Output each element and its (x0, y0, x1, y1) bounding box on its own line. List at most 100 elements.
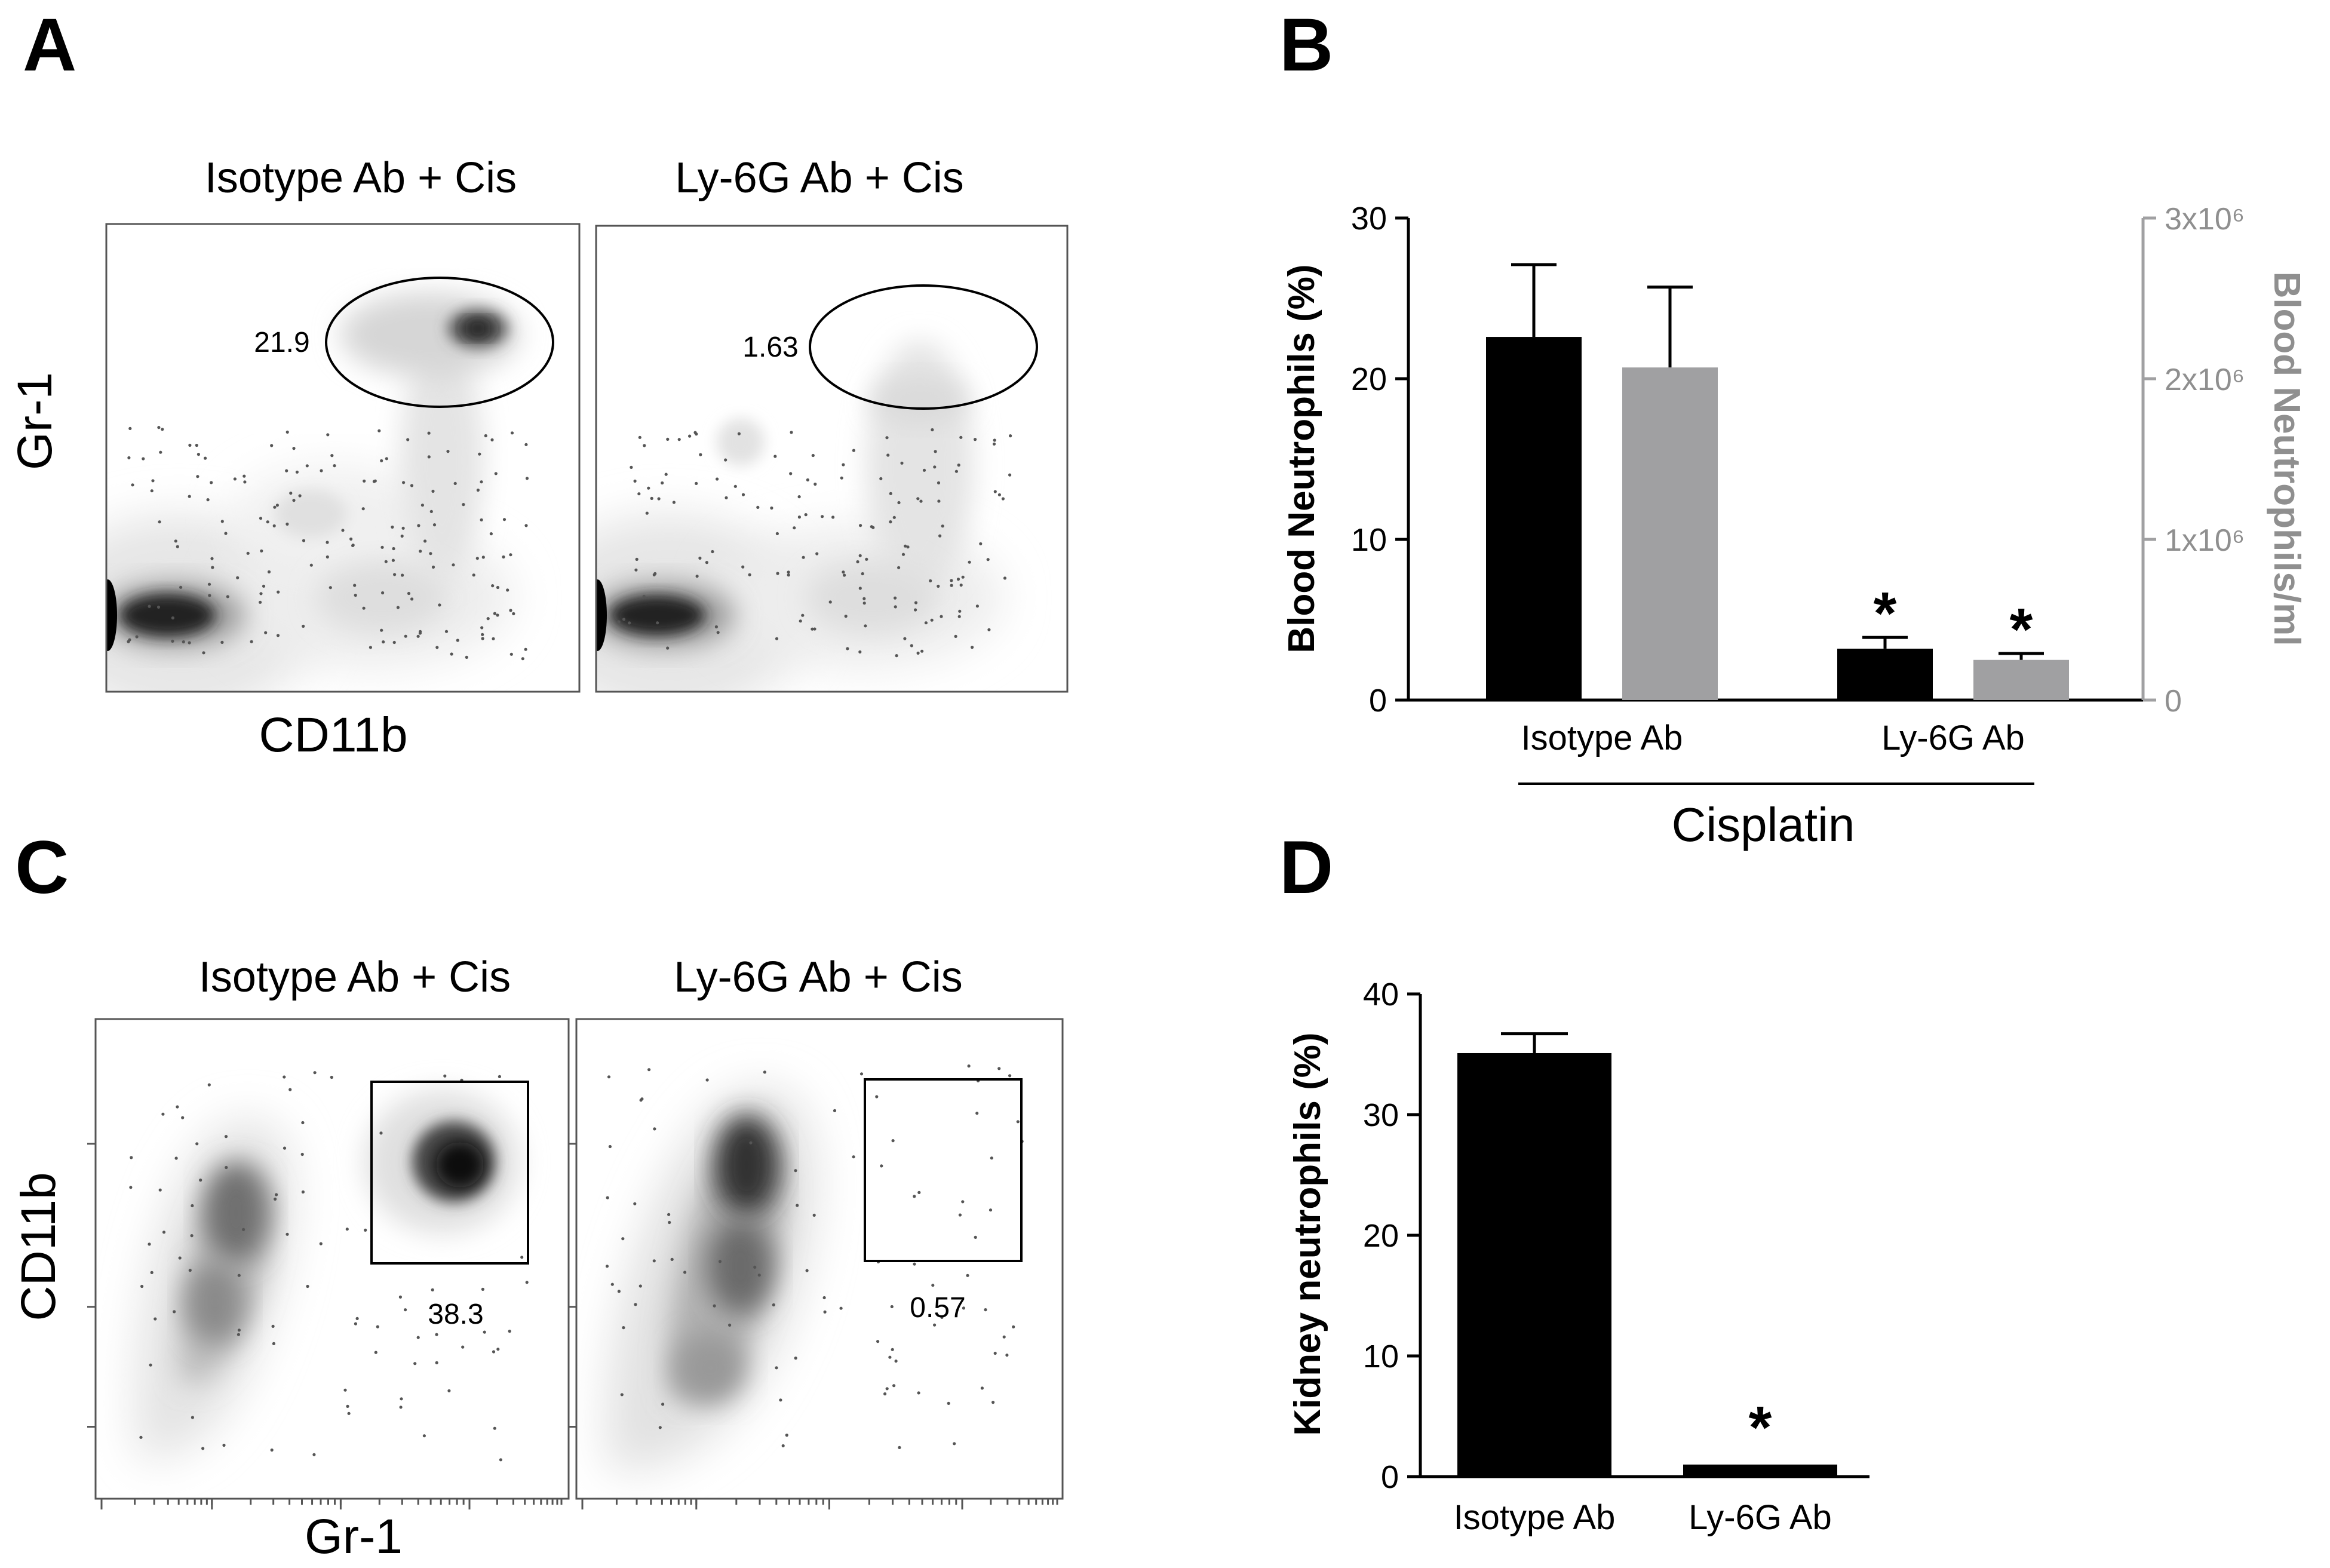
event-dot (326, 541, 329, 544)
event-dot (666, 437, 670, 441)
event-dot (431, 489, 435, 493)
event-dot (683, 1271, 687, 1274)
event-dot (480, 480, 483, 484)
event-dot (292, 499, 296, 502)
event-dot (345, 1228, 349, 1231)
event-dot (1008, 473, 1012, 477)
event-dot (937, 584, 940, 588)
event-dot (971, 646, 974, 649)
event-dot (309, 563, 313, 567)
event-dot (429, 510, 433, 514)
event-dot (670, 1257, 674, 1261)
event-dot (741, 565, 745, 569)
event-dot (343, 1388, 347, 1392)
event-dot (285, 469, 288, 472)
event-dot (968, 560, 971, 564)
event-dot (329, 586, 332, 590)
event-dot (705, 1078, 709, 1082)
event-dot (199, 1179, 202, 1182)
event-dot (148, 1242, 151, 1246)
event-dot (668, 1220, 671, 1225)
event-dot (300, 1152, 304, 1156)
event-dot (799, 619, 802, 623)
event-dot (773, 455, 777, 458)
event-dot (435, 1333, 438, 1336)
event-dot (404, 634, 407, 638)
event-dot (637, 492, 641, 496)
event-dot (396, 606, 400, 609)
event-dot (605, 1265, 609, 1268)
event-dot (647, 486, 650, 490)
event-dot (889, 492, 892, 495)
event-dot (989, 1208, 993, 1212)
event-dot (959, 583, 963, 587)
event-dot (475, 557, 479, 560)
event-dot (139, 1435, 143, 1439)
event-dot (493, 612, 497, 615)
event-dot (173, 1310, 176, 1314)
event-dot (897, 566, 901, 569)
panel-a-plot1-frame (105, 223, 581, 693)
bar (1486, 337, 1582, 700)
event-dot (770, 506, 773, 510)
event-dot (733, 484, 737, 488)
event-dot (493, 1426, 496, 1430)
event-dot (956, 578, 960, 581)
event-dot (1002, 1335, 1006, 1339)
event-dot (524, 648, 527, 651)
panel-a-plot1-gate-value: 21.9 (254, 327, 309, 358)
event-dot (416, 1336, 420, 1339)
event-dot (385, 457, 388, 461)
event-dot (987, 628, 991, 631)
event-dot (330, 1075, 333, 1079)
event-dot (634, 1303, 637, 1306)
event-dot (452, 563, 455, 567)
event-dot (302, 624, 305, 628)
event-dot (885, 1387, 889, 1391)
event-dot (207, 582, 211, 586)
event-dot (402, 481, 406, 484)
event-dot (961, 575, 965, 579)
event-dot (638, 435, 641, 439)
event-dot (974, 438, 977, 441)
event-dot (991, 1401, 995, 1404)
event-dot (775, 532, 779, 536)
event-dot (384, 560, 388, 563)
event-dot (892, 515, 896, 519)
event-dot (443, 1074, 447, 1078)
event-dot (432, 523, 437, 527)
event-dot (206, 498, 210, 502)
event-dot (789, 472, 793, 475)
event-dot (496, 585, 500, 590)
event-dot (914, 608, 917, 612)
event-dot (643, 444, 646, 447)
event-dot (400, 1397, 403, 1401)
panel-c-plot2-gate-value: 0.57 (910, 1292, 965, 1324)
bar (1973, 659, 2069, 700)
event-dot (161, 1112, 165, 1116)
event-dot (892, 1384, 896, 1388)
y-axis-title: Kidney neutrophils (%) (1287, 1032, 1328, 1435)
event-dot (262, 584, 266, 588)
event-dot (622, 1326, 625, 1330)
event-dot (413, 1362, 417, 1366)
left-tick-label: 20 (1351, 361, 1387, 397)
right-tick-label: 1x10⁶ (2165, 523, 2245, 558)
panel-c-plot2-title: Ly-6G Ab + Cis (674, 953, 963, 1001)
event-dot (688, 434, 692, 438)
event-dot (737, 432, 741, 435)
event-dot (961, 1200, 965, 1204)
event-dot (431, 1288, 434, 1291)
event-dot (772, 1303, 775, 1307)
event-dot (379, 1131, 383, 1135)
event-dot (250, 640, 253, 643)
event-dot (633, 479, 637, 483)
event-dot (190, 1234, 194, 1238)
event-dot (130, 1156, 133, 1159)
event-dot (191, 1416, 194, 1419)
event-dot (286, 1232, 289, 1236)
event-dot (813, 482, 817, 486)
event-dot (937, 499, 941, 503)
event-dot (843, 573, 846, 577)
event-dot (652, 1259, 656, 1263)
